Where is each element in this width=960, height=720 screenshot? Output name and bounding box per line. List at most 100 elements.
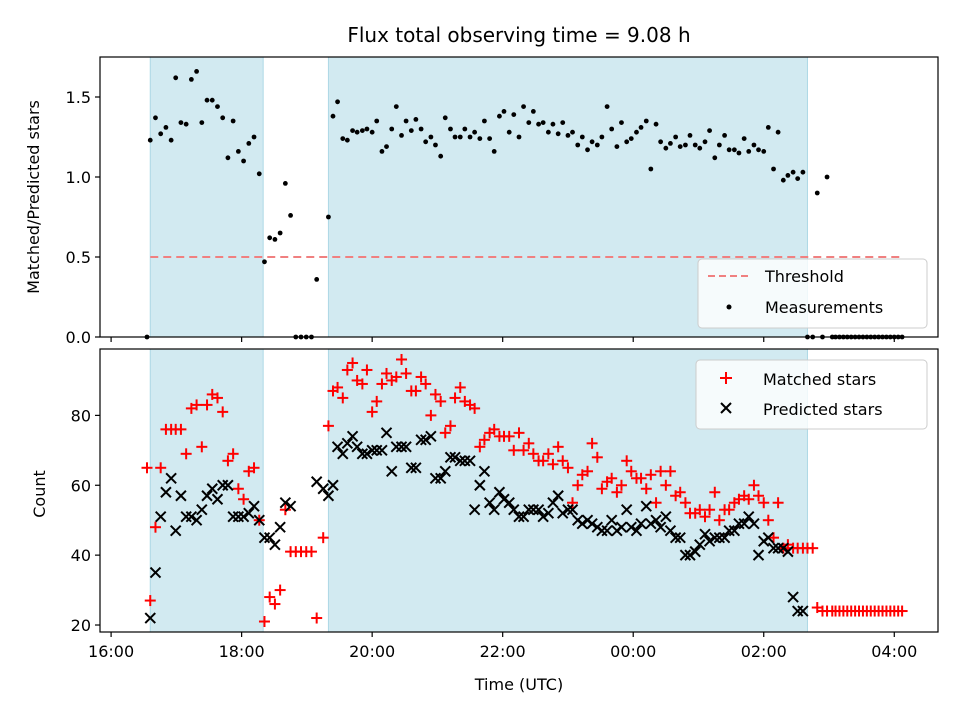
measurement-point	[374, 118, 380, 124]
measurement-point	[369, 129, 375, 135]
matched-point	[547, 458, 559, 470]
measurement-point	[350, 128, 355, 134]
matched-point	[518, 444, 530, 456]
predicted-point	[660, 510, 672, 523]
matched-point	[650, 497, 662, 509]
measurement-point	[761, 149, 767, 154]
x-tick-label: 04:00	[871, 642, 917, 661]
matched-point	[542, 448, 554, 460]
measurement-point	[359, 128, 365, 134]
measurement-point	[364, 126, 370, 132]
predicted-point	[180, 510, 192, 523]
measurement-point	[516, 134, 522, 140]
measurement-point	[194, 69, 199, 74]
predicted-point	[650, 514, 662, 526]
measurement-point	[638, 125, 644, 130]
predicted-point	[154, 510, 167, 523]
predicted-point	[361, 448, 373, 460]
matched-point	[322, 420, 334, 432]
measurement-point	[438, 153, 444, 159]
predicted-point	[596, 524, 608, 537]
y-tick-label: 0.0	[66, 328, 91, 347]
matched-point	[611, 486, 623, 498]
matched-point	[469, 402, 481, 414]
legend-predicted-swatch	[720, 402, 732, 414]
matched-point	[258, 616, 270, 628]
matched-point	[758, 497, 770, 509]
measurement-point	[256, 171, 262, 177]
measurement-point	[683, 142, 688, 148]
top-y-axis-label: Matched/Predicted stars	[24, 100, 43, 294]
predicted-point	[274, 521, 286, 533]
measurement-point	[731, 147, 737, 153]
predicted-point	[434, 472, 447, 484]
matched-point	[743, 493, 755, 505]
measurement-point	[344, 137, 350, 143]
matched-point	[269, 598, 281, 610]
matched-point	[723, 504, 735, 516]
measurement-point	[497, 113, 502, 119]
measurement-point	[785, 173, 791, 178]
predicted-point	[674, 531, 686, 544]
matched-point	[274, 584, 286, 596]
x-tick-label: 00:00	[610, 642, 656, 661]
predicted-point	[772, 542, 784, 554]
predicted-point	[232, 510, 245, 523]
measurement-point	[658, 139, 664, 145]
predicted-point	[488, 504, 500, 516]
matched-point	[227, 448, 239, 460]
predicted-point	[537, 510, 549, 523]
predicted-point	[576, 517, 589, 530]
predicted-point	[337, 448, 349, 460]
matched-point	[400, 367, 412, 379]
matched-point	[454, 381, 466, 393]
matched-point	[655, 465, 667, 477]
matched-point	[762, 514, 774, 526]
matched-point	[366, 406, 378, 418]
measurement-point	[609, 126, 615, 132]
matched-point	[415, 371, 427, 383]
predicted-point	[601, 524, 613, 537]
predicted-point	[390, 441, 403, 453]
matched-point	[155, 462, 167, 474]
predicted-point	[222, 479, 234, 491]
predicted-point	[346, 430, 359, 443]
measurement-point	[399, 133, 404, 138]
measurement-point	[634, 129, 639, 135]
matched-point	[537, 455, 549, 467]
predicted-point	[738, 517, 750, 530]
measurement-point	[677, 144, 683, 150]
legend-matched-label: Matched stars	[763, 370, 876, 389]
measurement-point	[330, 113, 336, 119]
legend-measurements-swatch	[726, 304, 732, 310]
measurement-point	[457, 134, 463, 140]
predicted-point	[694, 538, 706, 551]
measurement-point	[235, 149, 241, 154]
measurement-point	[530, 109, 536, 114]
predicted-point	[160, 486, 172, 498]
measurement-point	[403, 118, 409, 124]
measurement-point	[428, 134, 434, 140]
predicted-point	[327, 479, 339, 491]
predicted-point	[787, 591, 799, 603]
predicted-point	[185, 510, 198, 523]
predicted-point	[605, 514, 618, 526]
matched-point	[311, 612, 323, 624]
predicted-point	[284, 500, 297, 512]
x-tick-label: 02:00	[741, 642, 787, 661]
predicted-point	[201, 490, 213, 502]
predicted-point	[493, 486, 506, 498]
matched-point	[488, 423, 500, 435]
measurement-point	[697, 145, 703, 151]
predicted-point	[713, 531, 726, 544]
measurement-point	[765, 125, 771, 130]
matched-point	[376, 378, 388, 390]
predicted-point	[503, 497, 515, 509]
matched-point	[478, 434, 490, 446]
matched-point	[439, 427, 451, 439]
predicted-point	[586, 517, 598, 530]
predicted-point	[679, 549, 692, 561]
matched-point	[896, 605, 908, 617]
predicted-point	[630, 524, 643, 537]
matched-point	[625, 465, 637, 477]
